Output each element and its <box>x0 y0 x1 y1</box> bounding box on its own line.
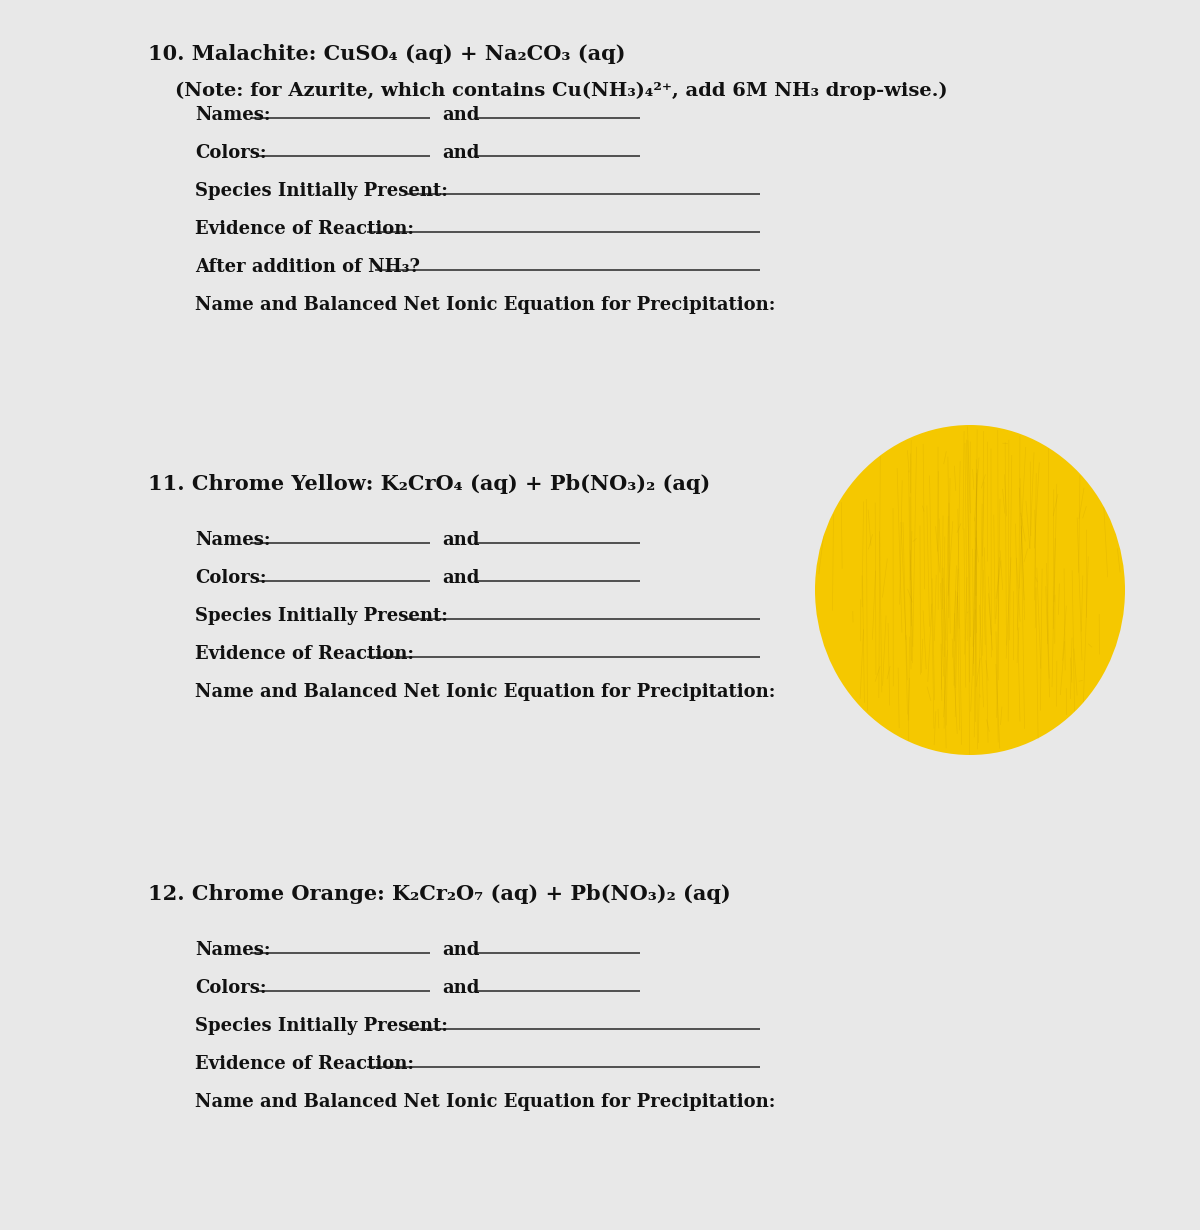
Text: Evidence of Reaction:: Evidence of Reaction: <box>194 645 414 663</box>
Text: and: and <box>442 106 479 124</box>
Text: After addition of NH₃?: After addition of NH₃? <box>194 258 420 276</box>
Text: Names:: Names: <box>194 941 270 959</box>
Text: 12. Chrome Orange: K₂Cr₂O₇ (aq) + Pb(NO₃)₂ (aq): 12. Chrome Orange: K₂Cr₂O₇ (aq) + Pb(NO₃… <box>148 884 731 904</box>
Text: Colors:: Colors: <box>194 569 266 587</box>
Text: Colors:: Colors: <box>194 979 266 998</box>
Text: and: and <box>442 979 479 998</box>
Text: Colors:: Colors: <box>194 144 266 162</box>
Text: Names:: Names: <box>194 531 270 549</box>
Text: and: and <box>442 941 479 959</box>
Text: Name and Balanced Net Ionic Equation for Precipitation:: Name and Balanced Net Ionic Equation for… <box>194 1093 775 1111</box>
Text: Name and Balanced Net Ionic Equation for Precipitation:: Name and Balanced Net Ionic Equation for… <box>194 683 775 701</box>
Text: and: and <box>442 531 479 549</box>
Text: Name and Balanced Net Ionic Equation for Precipitation:: Name and Balanced Net Ionic Equation for… <box>194 296 775 314</box>
Text: Species Initially Present:: Species Initially Present: <box>194 182 448 200</box>
Text: 10. Malachite: CuSO₄ (aq) + Na₂CO₃ (aq): 10. Malachite: CuSO₄ (aq) + Na₂CO₃ (aq) <box>148 44 625 64</box>
Text: Evidence of Reaction:: Evidence of Reaction: <box>194 220 414 237</box>
Text: and: and <box>442 144 479 162</box>
Text: Species Initially Present:: Species Initially Present: <box>194 606 448 625</box>
Ellipse shape <box>815 426 1126 755</box>
Text: Names:: Names: <box>194 106 270 124</box>
Text: (Note: for Azurite, which contains Cu(NH₃)₄²⁺, add 6M NH₃ drop-wise.): (Note: for Azurite, which contains Cu(NH… <box>148 81 948 100</box>
Text: 11. Chrome Yellow: K₂CrO₄ (aq) + Pb(NO₃)₂ (aq): 11. Chrome Yellow: K₂CrO₄ (aq) + Pb(NO₃)… <box>148 474 710 494</box>
Text: Evidence of Reaction:: Evidence of Reaction: <box>194 1055 414 1073</box>
Text: Species Initially Present:: Species Initially Present: <box>194 1017 448 1034</box>
Text: and: and <box>442 569 479 587</box>
